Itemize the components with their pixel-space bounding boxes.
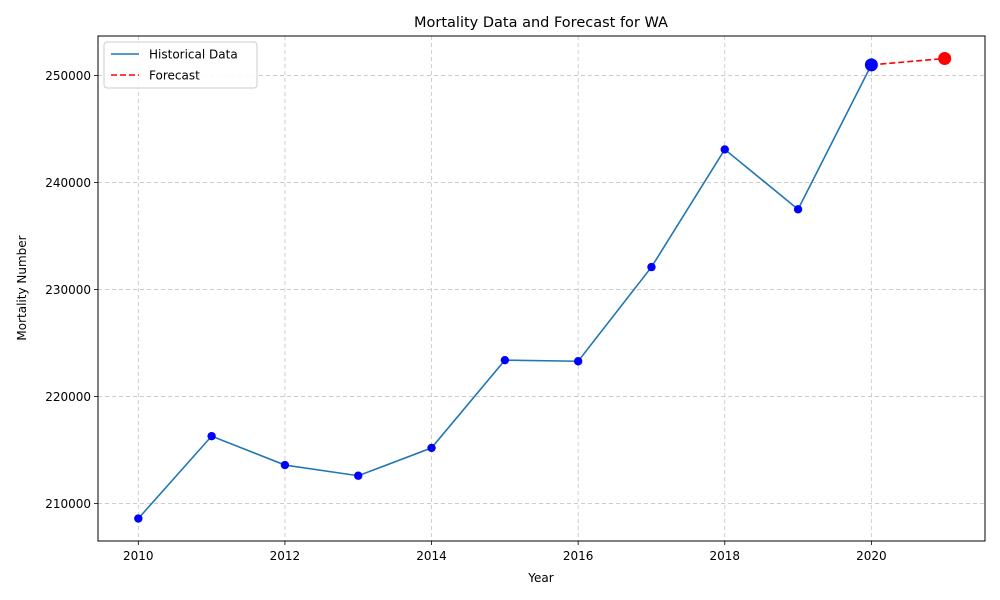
y-tick-label: 250000 [45, 69, 91, 83]
highlight-point [938, 51, 952, 65]
x-tick-label: 2014 [416, 549, 447, 563]
grid [98, 36, 985, 541]
historical-point [500, 355, 510, 365]
highlight-point [864, 58, 878, 72]
y-tick-label: 240000 [45, 176, 91, 190]
y-tick-label: 210000 [45, 497, 91, 511]
x-tick-label: 2018 [709, 549, 740, 563]
x-tick-label: 2016 [563, 549, 594, 563]
legend-label-forecast: Forecast [149, 69, 200, 83]
historical-point [793, 205, 803, 214]
x-tick-label: 2012 [270, 549, 301, 563]
axis-ticks: 2010 2012 2014 2016 2018 2020 210000 220000 2300… [45, 69, 886, 563]
y-tick-label: 220000 [45, 390, 91, 404]
x-axis-label: Year [527, 571, 553, 585]
legend-label-historical: Historical Data [149, 48, 238, 62]
y-tick-label: 230000 [45, 283, 91, 297]
legend: Historical Data Forecast [103, 41, 258, 89]
series-layer [134, 51, 952, 523]
historical-point [280, 460, 290, 470]
legend-box [103, 41, 258, 89]
forecast-line [871, 57, 945, 66]
x-tick-label: 2020 [856, 549, 887, 563]
chart-title: Mortality Data and Forecast for WA [414, 15, 668, 31]
y-axis-label: Mortality Number [15, 235, 29, 340]
historical-point [720, 145, 729, 154]
historical-point [427, 443, 436, 453]
historical-point [207, 431, 216, 441]
historical-point [354, 471, 363, 480]
historical-point [134, 514, 143, 523]
plot-frame [97, 35, 986, 542]
historical-line [137, 64, 873, 520]
historical-point [573, 357, 583, 366]
x-tick-label: 2010 [123, 549, 154, 563]
historical-point [647, 262, 656, 272]
